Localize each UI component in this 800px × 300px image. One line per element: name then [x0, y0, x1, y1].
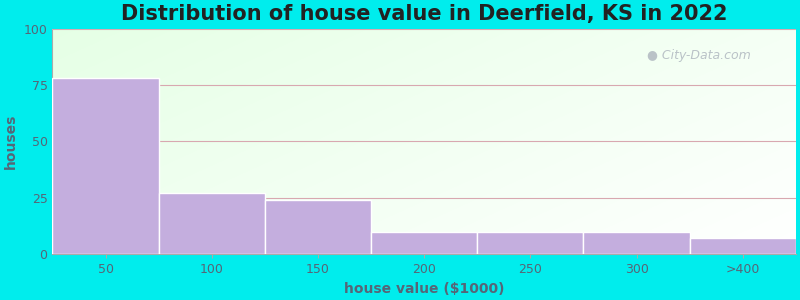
Bar — [265, 200, 371, 254]
Bar — [53, 78, 158, 254]
Y-axis label: houses: houses — [4, 114, 18, 169]
Bar — [583, 232, 690, 254]
Title: Distribution of house value in Deerfield, KS in 2022: Distribution of house value in Deerfield… — [121, 4, 727, 24]
Bar — [158, 193, 265, 254]
Text: ● City-Data.com: ● City-Data.com — [647, 49, 751, 62]
Bar — [690, 238, 796, 254]
Bar — [371, 232, 478, 254]
X-axis label: house value ($1000): house value ($1000) — [344, 282, 504, 296]
Bar — [478, 232, 583, 254]
